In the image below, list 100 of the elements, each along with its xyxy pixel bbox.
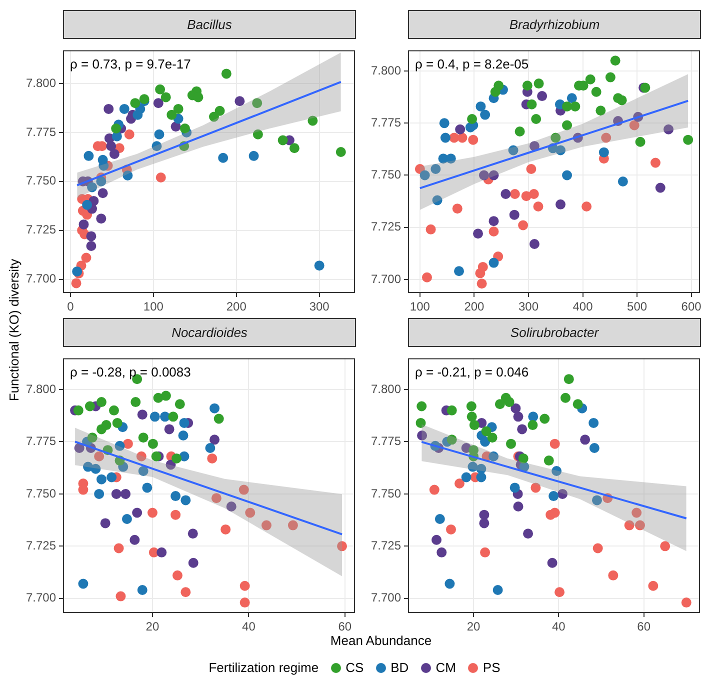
point	[96, 176, 106, 186]
point	[226, 501, 236, 512]
point	[420, 170, 430, 180]
point	[476, 278, 487, 289]
point	[526, 99, 537, 110]
point	[288, 520, 298, 530]
y-tick-label: 7.725	[26, 538, 56, 552]
annotation: ρ = 0.4, p = 8.2e-05	[415, 56, 529, 72]
point	[132, 110, 143, 120]
point	[429, 484, 440, 495]
point	[432, 534, 442, 545]
point	[238, 484, 249, 495]
point	[180, 587, 191, 598]
point	[170, 510, 181, 520]
point	[514, 126, 525, 136]
point	[178, 430, 188, 440]
x-tick-label: 100	[143, 300, 164, 314]
point	[452, 204, 462, 214]
point	[170, 491, 181, 502]
point	[86, 231, 96, 242]
point	[500, 189, 511, 200]
y-tick-label: 7.725	[370, 538, 402, 552]
point	[548, 491, 559, 502]
point	[114, 440, 125, 451]
point	[510, 403, 521, 414]
point	[509, 210, 520, 220]
point	[234, 96, 245, 106]
point	[506, 438, 516, 449]
point	[193, 92, 204, 102]
y-tick-label: 7.725	[26, 222, 56, 237]
point	[526, 164, 536, 174]
point	[153, 98, 164, 108]
point	[455, 124, 466, 134]
point	[467, 114, 478, 124]
point	[416, 401, 427, 412]
point	[681, 598, 692, 608]
point	[454, 478, 465, 489]
point	[439, 118, 450, 128]
point	[616, 95, 627, 106]
point	[504, 397, 514, 408]
point	[564, 374, 574, 384]
point	[446, 434, 457, 445]
y-tick-label: 7.750	[26, 486, 56, 500]
point	[111, 488, 122, 499]
point	[166, 460, 176, 470]
point	[82, 200, 92, 210]
point	[469, 420, 480, 430]
point	[142, 482, 152, 493]
point	[207, 453, 218, 464]
point	[240, 580, 250, 591]
x-tick-label: 0	[67, 300, 74, 314]
y-tick-label: 7.800	[370, 382, 402, 396]
point	[87, 182, 98, 192]
point	[124, 129, 134, 140]
point	[136, 451, 146, 462]
point	[172, 570, 182, 580]
point	[487, 432, 498, 443]
point	[245, 508, 256, 518]
point	[550, 508, 560, 518]
y-tick-label: 7.800	[370, 63, 402, 78]
point	[221, 68, 232, 79]
point	[683, 134, 694, 145]
point	[156, 172, 166, 182]
point	[166, 110, 177, 120]
point	[248, 150, 259, 161]
point	[655, 182, 666, 193]
point	[109, 148, 120, 159]
x-tick-label: 300	[309, 300, 330, 314]
point	[81, 252, 92, 263]
point	[101, 420, 112, 430]
point	[540, 414, 550, 424]
point	[488, 216, 499, 226]
y-tick-label: 7.750	[370, 486, 402, 500]
point	[580, 434, 590, 445]
point	[78, 578, 88, 589]
point	[73, 405, 84, 416]
point	[130, 534, 140, 545]
y-tick-label: 7.700	[26, 590, 56, 605]
point	[156, 547, 167, 558]
point	[100, 518, 110, 528]
point	[508, 145, 518, 156]
point	[94, 451, 104, 462]
x-tick-label: 40	[552, 620, 566, 634]
point	[562, 120, 572, 130]
point	[529, 239, 540, 250]
point	[434, 514, 445, 524]
point	[585, 74, 596, 84]
x-tick-label: 60	[637, 620, 651, 634]
point	[566, 93, 577, 104]
point	[416, 418, 426, 428]
point	[188, 558, 198, 568]
point	[454, 266, 464, 276]
point	[473, 228, 484, 239]
point	[154, 129, 164, 140]
point	[308, 116, 318, 126]
point	[592, 495, 602, 506]
point	[518, 220, 528, 230]
y-tick-label: 7.725	[370, 220, 402, 234]
point	[151, 451, 162, 462]
point	[598, 147, 609, 158]
